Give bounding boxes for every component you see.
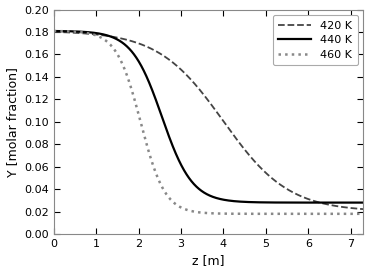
460 K xyxy=(202,211,207,215)
440 K xyxy=(67,30,72,33)
460 K xyxy=(361,212,366,215)
440 K xyxy=(202,191,207,194)
440 K xyxy=(352,201,356,204)
440 K xyxy=(194,185,198,188)
460 K xyxy=(67,30,72,33)
440 K xyxy=(52,29,56,33)
Y-axis label: Y [molar fraction]: Y [molar fraction] xyxy=(6,67,18,177)
420 K xyxy=(67,31,72,34)
420 K xyxy=(352,207,357,210)
460 K xyxy=(295,212,300,215)
460 K xyxy=(52,29,56,33)
Line: 440 K: 440 K xyxy=(54,31,363,203)
Line: 460 K: 460 K xyxy=(54,31,363,214)
420 K xyxy=(202,94,207,97)
Legend: 420 K, 440 K, 460 K: 420 K, 440 K, 460 K xyxy=(273,15,358,65)
440 K xyxy=(352,201,357,204)
420 K xyxy=(352,207,356,210)
X-axis label: z [m]: z [m] xyxy=(192,254,225,268)
460 K xyxy=(352,212,357,215)
420 K xyxy=(194,84,198,87)
420 K xyxy=(295,193,300,196)
420 K xyxy=(361,207,366,211)
440 K xyxy=(361,201,366,204)
Line: 420 K: 420 K xyxy=(54,32,363,209)
460 K xyxy=(352,212,356,215)
440 K xyxy=(295,201,300,204)
420 K xyxy=(52,30,56,34)
460 K xyxy=(194,210,198,213)
